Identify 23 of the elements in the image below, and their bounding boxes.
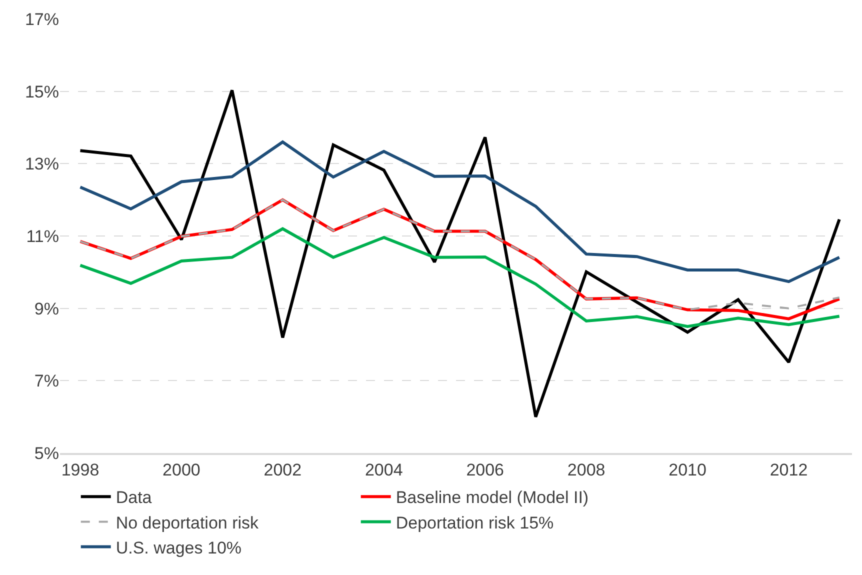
x-tick-label: 2002 bbox=[264, 460, 302, 480]
legend-label: No deportation risk bbox=[116, 513, 260, 532]
y-tick-label: 15% bbox=[24, 82, 59, 102]
y-tick-label: 17% bbox=[24, 10, 59, 29]
y-tick-label: 13% bbox=[24, 154, 59, 174]
legend-label: Deportation risk 15% bbox=[396, 513, 554, 532]
line-series bbox=[78, 140, 841, 284]
x-tick-label: 2012 bbox=[770, 460, 808, 480]
y-tick-label: 11% bbox=[26, 226, 59, 246]
y-tick-label: 5% bbox=[34, 444, 59, 463]
x-tick-label: 2010 bbox=[668, 460, 706, 480]
line-series bbox=[78, 227, 841, 328]
x-tick-label: 2004 bbox=[364, 460, 403, 480]
legend-label: Data bbox=[116, 488, 152, 508]
x-tick-label: 1998 bbox=[61, 460, 100, 480]
legend-label: Baseline model (Model II) bbox=[396, 488, 589, 508]
x-tick-label: 2006 bbox=[466, 460, 504, 480]
x-tick-label: 2000 bbox=[162, 460, 200, 480]
y-tick-label: 9% bbox=[34, 299, 59, 318]
line-series bbox=[78, 88, 841, 418]
legend-label: U.S. wages 10% bbox=[116, 538, 242, 558]
y-tick-label: 7% bbox=[34, 372, 59, 391]
x-tick-label: 2008 bbox=[567, 460, 606, 480]
